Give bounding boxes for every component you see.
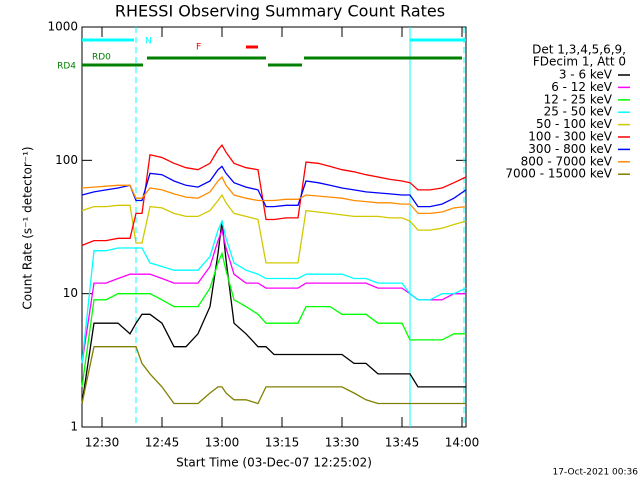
series-line	[81, 346, 466, 405]
series-line	[81, 193, 467, 264]
plot-frame	[81, 26, 467, 428]
y-tick-label: 1	[70, 420, 78, 434]
x-tick-label: 12:30	[85, 436, 120, 450]
timestamp: 17-Oct-2021 00:36	[553, 468, 639, 478]
series-line	[81, 227, 466, 364]
x-axis-label: Start Time (03-Dec-07 12:25:02)	[176, 456, 372, 470]
x-tick-label: 13:15	[265, 436, 300, 450]
y-tick-label: 1000	[47, 20, 78, 34]
legend-header: FDecim 1, Att 0	[533, 55, 626, 69]
y-tick-label: 100	[55, 153, 78, 167]
x-tick-label: 12:45	[145, 436, 180, 450]
x-tick-label: 13:45	[385, 436, 420, 450]
legend-label: 50 - 100 keV	[536, 117, 613, 131]
x-tick-label: 13:00	[205, 436, 240, 450]
flag-label: RD0	[92, 53, 111, 63]
flag-label: F	[196, 43, 201, 53]
series-line	[81, 251, 466, 387]
series-line	[81, 175, 467, 215]
legend-label: 300 - 800 keV	[528, 142, 612, 156]
y-tick-label: 10	[63, 286, 78, 300]
x-tick-label: 14:00	[445, 436, 480, 450]
series-line	[81, 143, 467, 247]
y-axis-label: Count Rate (s⁻¹ detector⁻¹)	[21, 146, 35, 309]
flag-label: RD4	[57, 62, 76, 72]
series-line	[81, 221, 466, 404]
series-line	[81, 219, 467, 364]
legend-label: 7000 - 15000 keV	[505, 167, 612, 181]
legend-label: 6 - 12 keV	[551, 80, 613, 94]
legend-label: 800 - 7000 keV	[521, 154, 613, 168]
legend-header: Det 1,3,4,5,6,9,	[532, 43, 626, 57]
x-tick-label: 13:30	[325, 436, 360, 450]
chart-title: RHESSI Observing Summary Count Rates	[115, 2, 445, 21]
legend-label: 100 - 300 keV	[528, 130, 612, 144]
legend-label: 3 - 6 keV	[559, 68, 613, 82]
flag-label: N	[145, 37, 152, 47]
legend-label: 25 - 50 keV	[544, 105, 613, 119]
legend-label: 12 - 25 keV	[544, 92, 613, 106]
